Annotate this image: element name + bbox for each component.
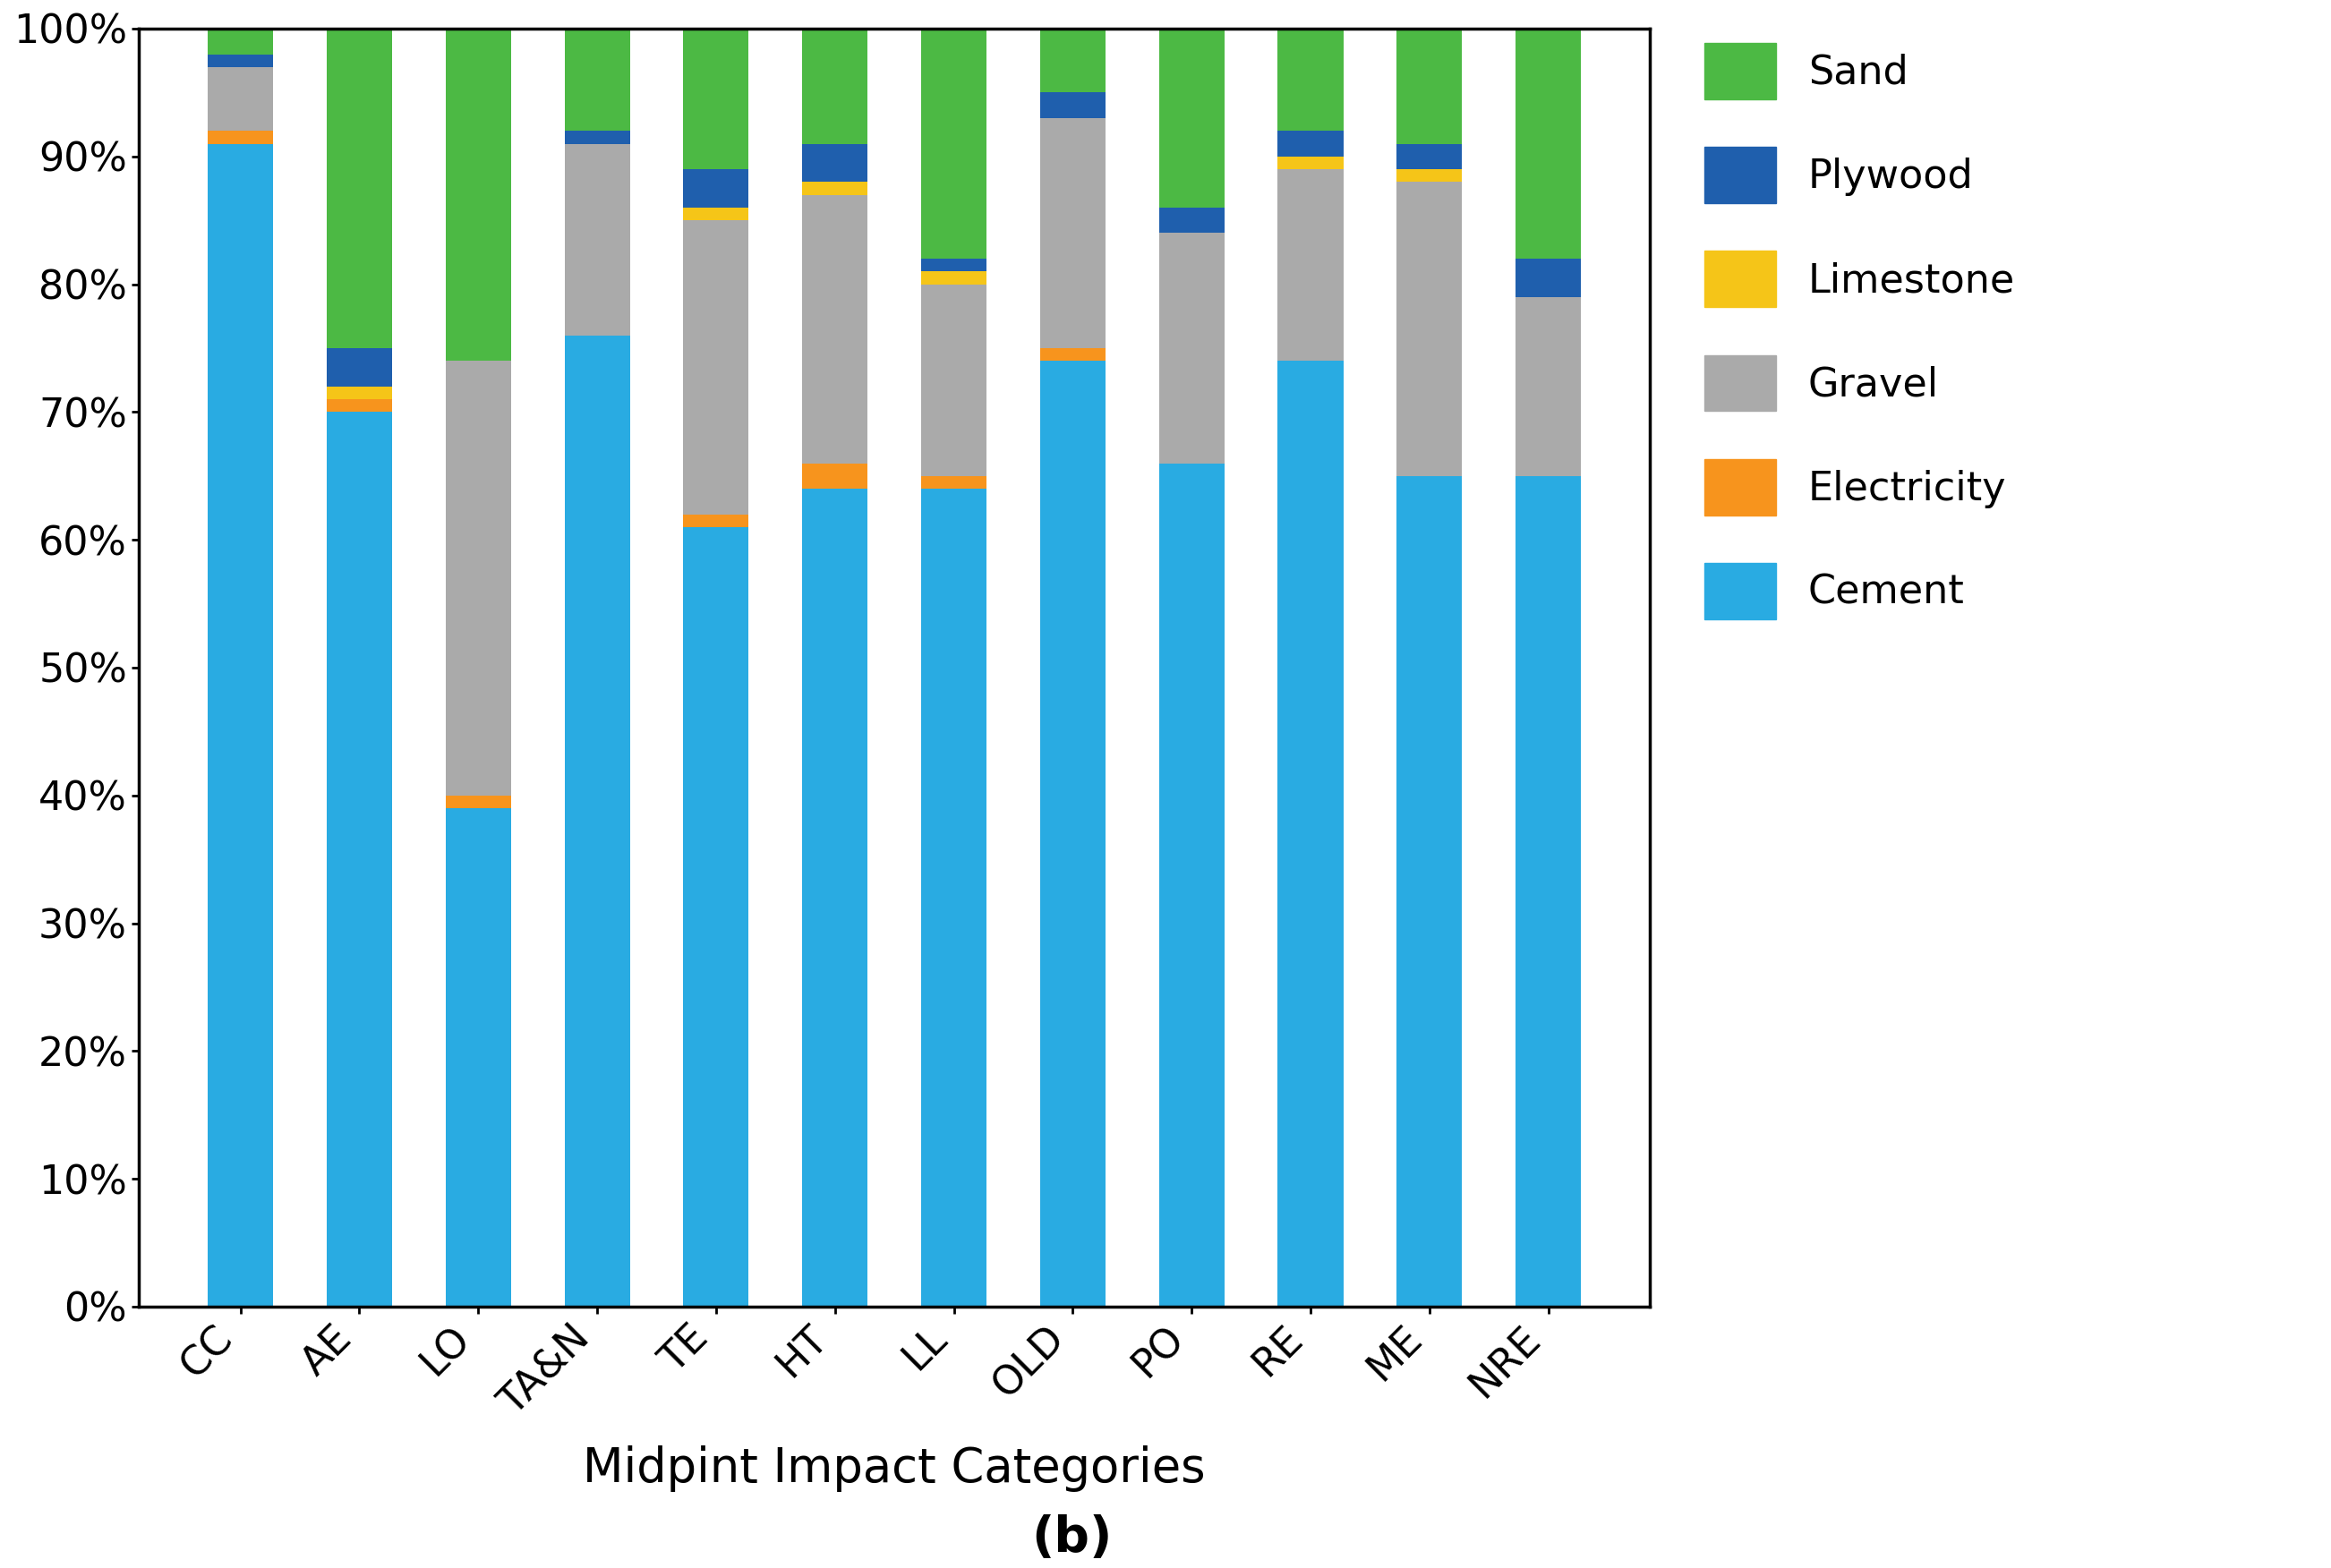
Bar — [1040, 93, 1105, 118]
Text: (b): (b) — [1033, 1515, 1112, 1563]
Bar — [326, 348, 392, 386]
Bar — [1396, 477, 1462, 1306]
Bar — [802, 489, 867, 1306]
Bar — [802, 28, 867, 144]
Bar — [683, 169, 748, 207]
Bar — [1159, 207, 1224, 234]
Bar — [207, 144, 273, 1306]
Bar — [445, 28, 510, 361]
X-axis label: Midpint Impact Categories: Midpint Impact Categories — [583, 1446, 1205, 1491]
Bar — [1515, 28, 1580, 259]
Bar — [1515, 259, 1580, 296]
Bar — [564, 336, 629, 1306]
Bar — [564, 144, 629, 336]
Bar — [326, 412, 392, 1306]
Bar — [1277, 361, 1343, 1306]
Bar — [683, 514, 748, 527]
Bar — [921, 489, 986, 1306]
Bar — [921, 28, 986, 259]
Bar — [1040, 361, 1105, 1306]
Bar — [1277, 157, 1343, 169]
Bar — [1515, 296, 1580, 477]
Bar — [564, 130, 629, 144]
Bar — [683, 28, 748, 169]
Bar — [1396, 169, 1462, 182]
Bar — [921, 259, 986, 271]
Bar — [207, 28, 273, 55]
Bar — [326, 28, 392, 348]
Bar — [802, 144, 867, 182]
Bar — [445, 808, 510, 1306]
Bar — [1396, 182, 1462, 477]
Bar — [564, 28, 629, 130]
Bar — [207, 55, 273, 67]
Bar — [1040, 28, 1105, 93]
Bar — [1277, 28, 1343, 130]
Bar — [1277, 130, 1343, 157]
Bar — [921, 477, 986, 489]
Bar — [802, 194, 867, 463]
Legend: Sand, Plywood, Limestone, Gravel, Electricity, Cement: Sand, Plywood, Limestone, Gravel, Electr… — [1685, 24, 2035, 640]
Bar — [1040, 118, 1105, 348]
Bar — [1159, 463, 1224, 1306]
Bar — [445, 361, 510, 795]
Bar — [1277, 169, 1343, 361]
Bar — [326, 400, 392, 412]
Bar — [683, 221, 748, 514]
Bar — [921, 271, 986, 284]
Bar — [207, 67, 273, 130]
Bar — [1396, 144, 1462, 169]
Bar — [326, 386, 392, 400]
Bar — [802, 463, 867, 489]
Bar — [683, 207, 748, 221]
Bar — [1396, 28, 1462, 144]
Bar — [1040, 348, 1105, 361]
Bar — [445, 795, 510, 808]
Bar — [1159, 28, 1224, 207]
Bar — [683, 527, 748, 1306]
Bar — [207, 130, 273, 144]
Bar — [921, 284, 986, 477]
Bar — [1159, 234, 1224, 463]
Bar — [802, 182, 867, 194]
Bar — [1515, 477, 1580, 1306]
